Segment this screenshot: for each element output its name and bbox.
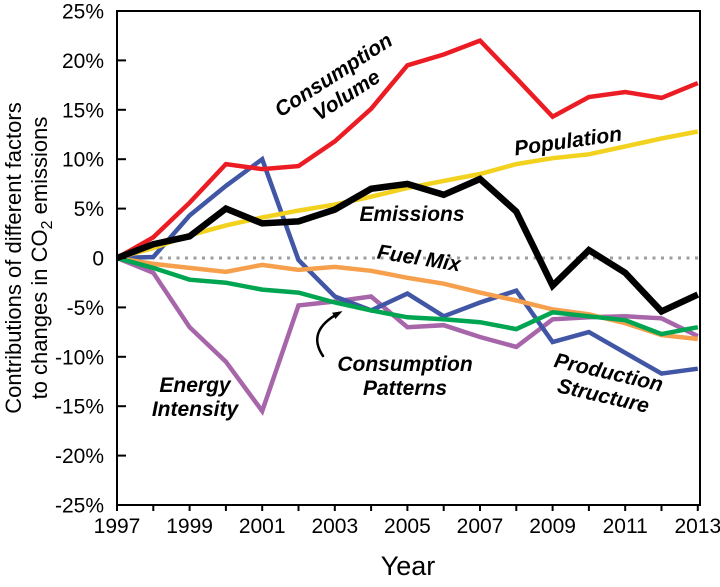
x-tick-label: 2003	[311, 515, 358, 538]
y-tick-label: 0	[92, 248, 104, 271]
series-line-population	[116, 129, 699, 261]
x-tick-label: 1997	[94, 515, 141, 538]
x-tick-label: 2001	[239, 515, 286, 538]
series-label-text: Patterns	[363, 377, 447, 400]
y-tick-label: -25%	[55, 495, 104, 518]
annotation-arrow-head	[332, 311, 343, 319]
series-label-fuel-mix: Fuel Mix	[376, 241, 464, 277]
y-tick-label: -5%	[67, 297, 104, 320]
series-line-production-structure	[116, 155, 699, 376]
series-label-text: Consumption	[337, 353, 472, 376]
y-axis-title-line1: Contributions of different factors	[1, 102, 26, 413]
annotation-arrow	[316, 311, 341, 358]
x-tick-label: 1999	[166, 515, 213, 538]
series-label-emissions: Emissions	[359, 203, 464, 226]
x-axis-title: Year	[381, 551, 436, 581]
series-line-emissions	[115, 175, 700, 316]
y-tick-label: 5%	[74, 198, 104, 221]
y-tick-label: 20%	[62, 50, 104, 73]
y-tick-label: 10%	[62, 149, 104, 172]
series-line-consumption-volume	[115, 37, 699, 260]
y-tick-label: 25%	[62, 1, 104, 24]
series-label-text: Emissions	[359, 203, 464, 226]
y-tick-label: -15%	[55, 396, 104, 419]
x-tick-label: 2009	[529, 515, 576, 538]
series-line-consumption-patterns	[116, 255, 699, 337]
x-tick-label: 2011	[603, 515, 648, 538]
series-label-text: Energy	[159, 374, 232, 397]
y-tick-label: -20%	[55, 445, 104, 468]
series-label-text: Intensity	[152, 398, 240, 421]
x-tick-label: 2013	[674, 515, 720, 538]
series-label-text: Fuel Mix	[376, 241, 464, 277]
y-tick-label: 15%	[62, 99, 104, 122]
x-tick-label: 2005	[384, 515, 431, 538]
x-tick-label: 2007	[457, 515, 504, 538]
y-axis-title-line2: to changes in CO2 emissions	[27, 117, 56, 400]
y-tick-label: -10%	[55, 346, 104, 369]
